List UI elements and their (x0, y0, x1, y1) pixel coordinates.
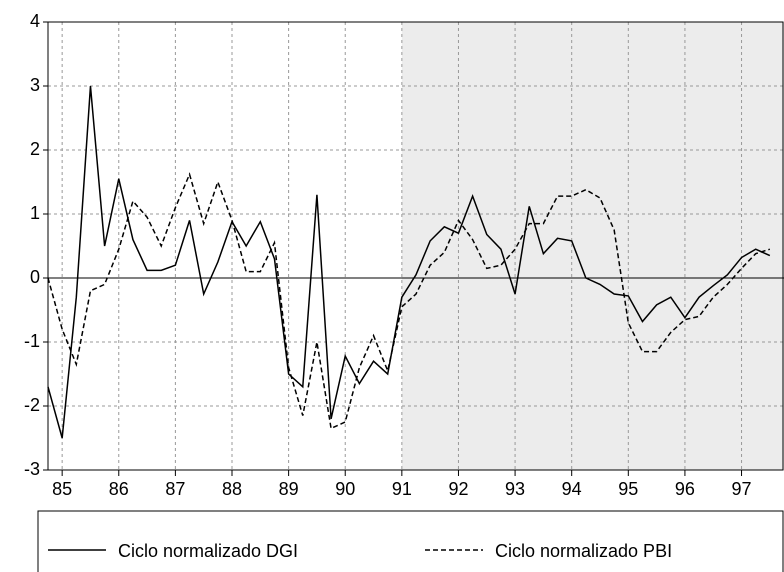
legend-label: Ciclo normalizado PBI (495, 541, 672, 561)
plot-frame (47, 21, 784, 471)
legend-label: Ciclo normalizado DGI (118, 541, 298, 561)
y-tick-label: 2 (30, 139, 40, 159)
y-tick-label: 3 (30, 75, 40, 95)
series-line (47, 85, 771, 439)
legend-box (37, 510, 784, 572)
shaded-region (401, 22, 784, 470)
x-tick-label: 93 (505, 479, 525, 499)
y-tick-label: -2 (24, 395, 40, 415)
x-tick-label: 97 (732, 479, 752, 499)
x-tick-label: 94 (562, 479, 582, 499)
x-tick-label: 95 (618, 479, 638, 499)
y-tick-label: 1 (30, 203, 40, 223)
y-tick-label: 4 (30, 11, 40, 31)
x-tick-label: 92 (448, 479, 468, 499)
x-tick-label: 90 (335, 479, 355, 499)
x-tick-label: 88 (222, 479, 242, 499)
y-tick-label: -1 (24, 331, 40, 351)
series-line (47, 172, 771, 430)
x-tick-label: 85 (52, 479, 72, 499)
y-tick-label: 0 (30, 267, 40, 287)
x-tick-label: 87 (165, 479, 185, 499)
y-tick-label: -3 (24, 459, 40, 479)
x-tick-label: 89 (279, 479, 299, 499)
x-tick-label: 86 (109, 479, 129, 499)
x-tick-label: 96 (675, 479, 695, 499)
x-tick-label: 91 (392, 479, 412, 499)
